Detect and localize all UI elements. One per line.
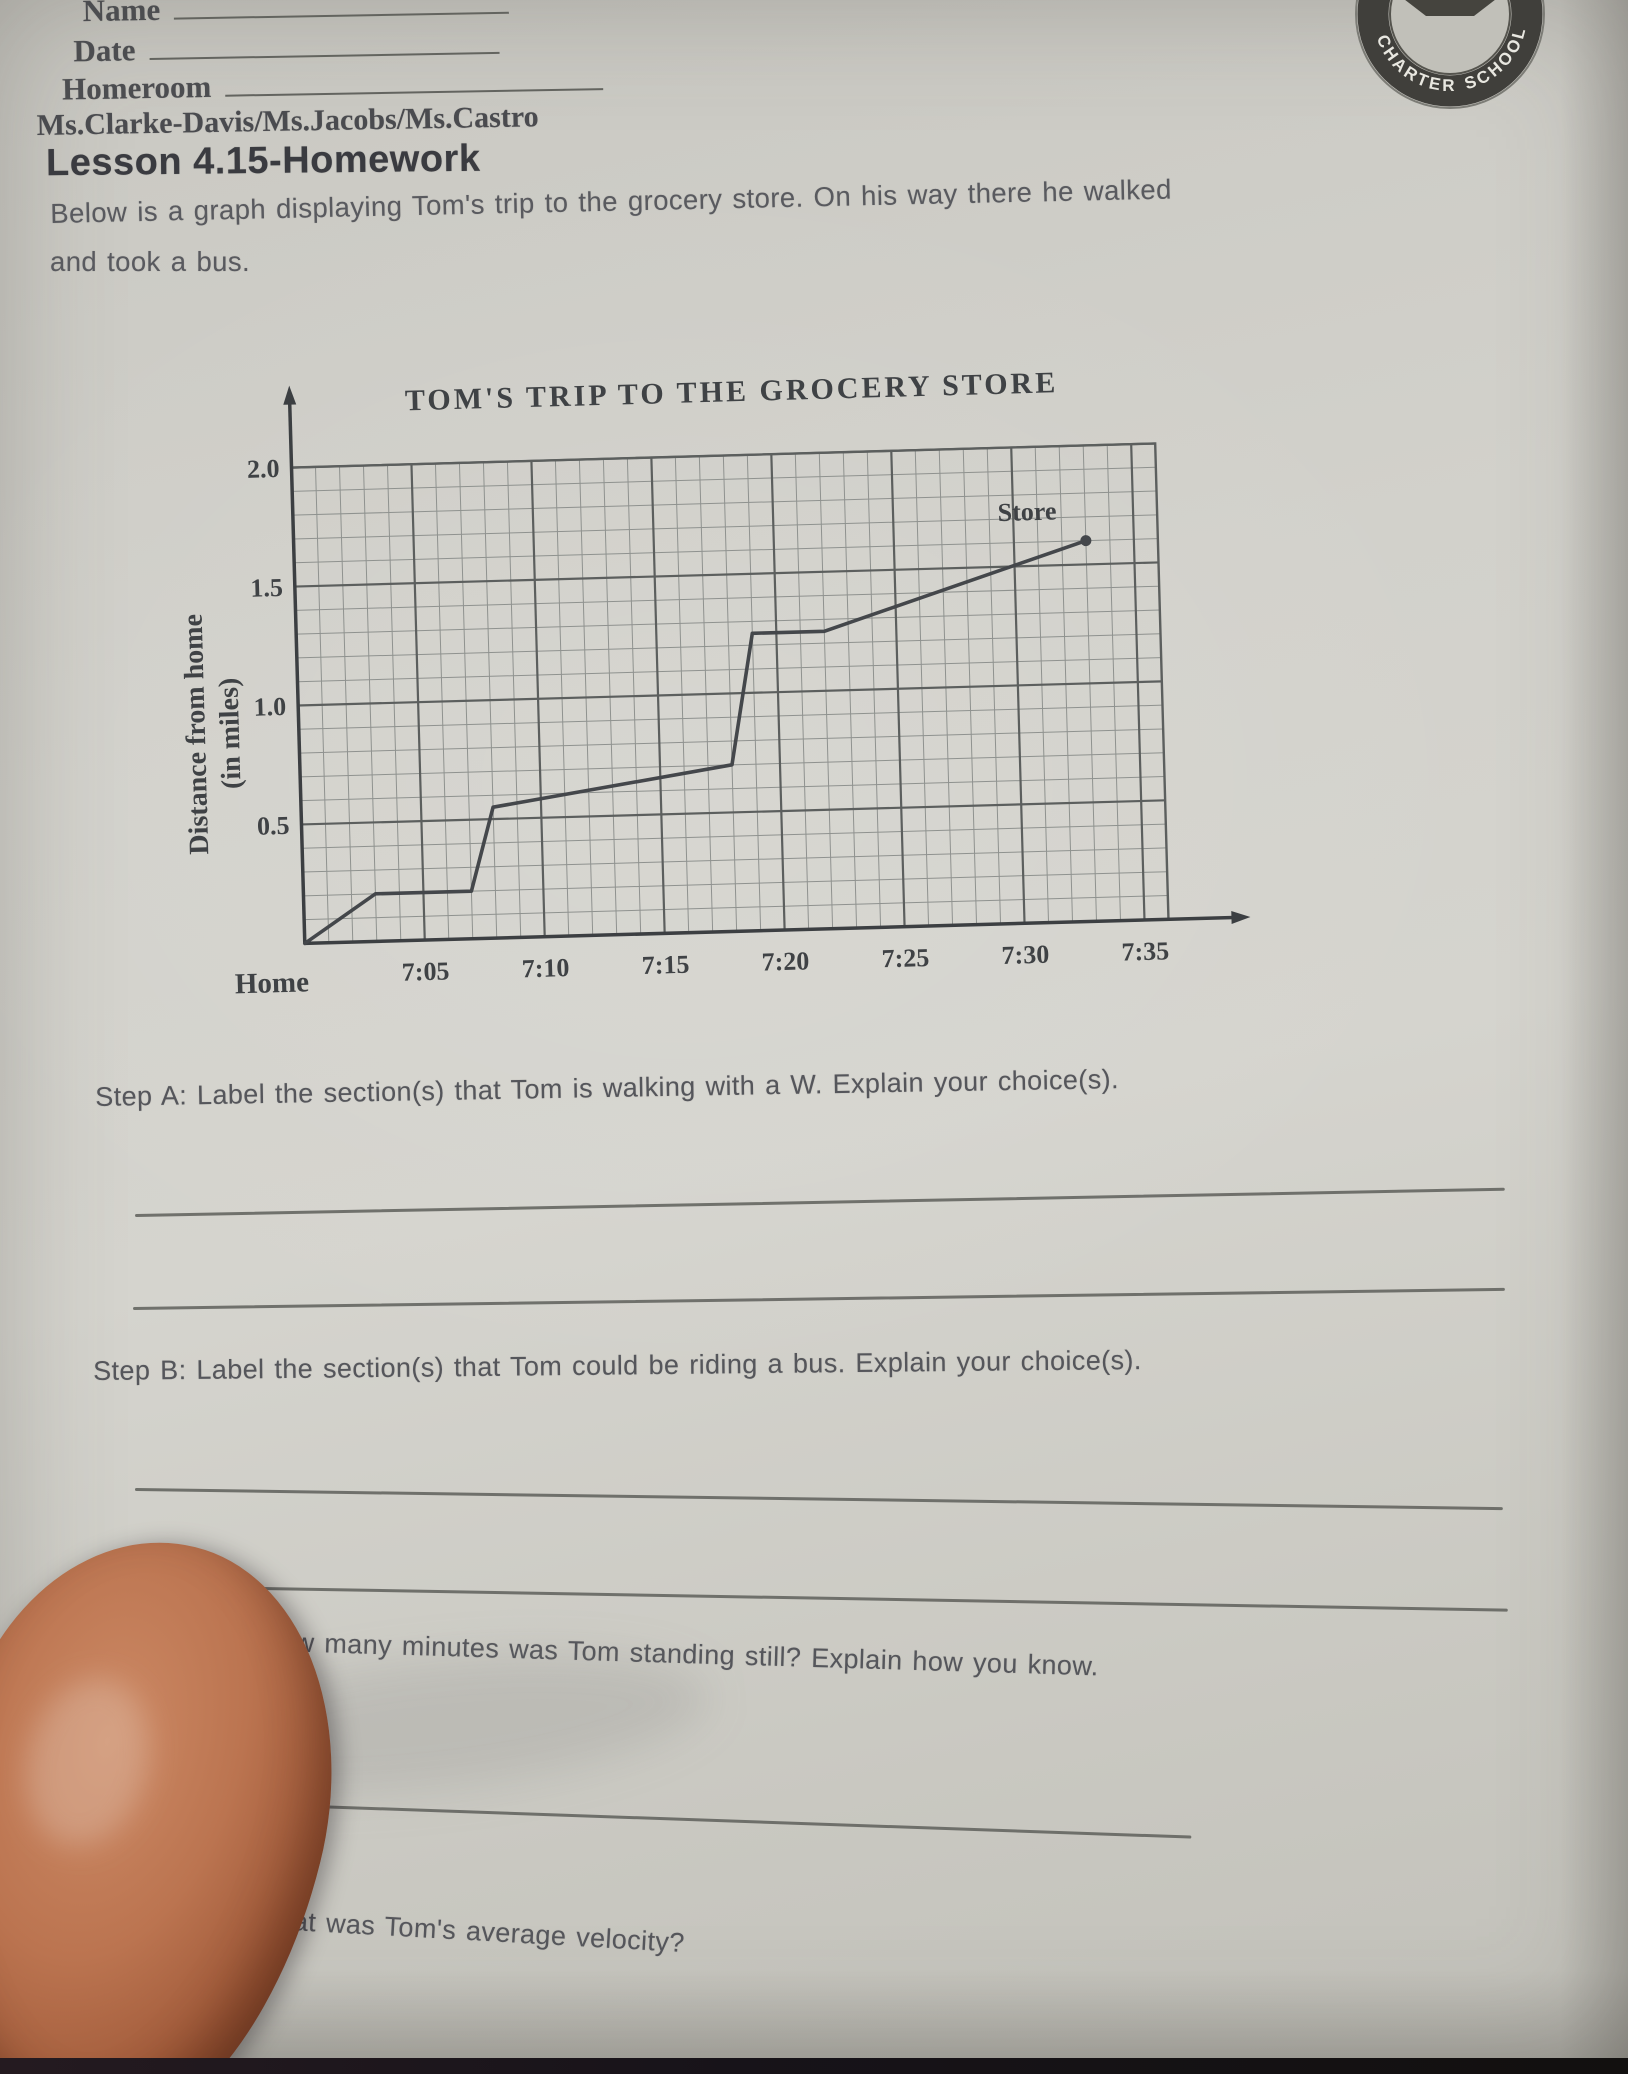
seal-inner-circle <box>1389 0 1511 75</box>
homeroom-label: Homeroom <box>61 68 212 107</box>
x-tick-label: 7:30 <box>1001 940 1049 970</box>
x-axis <box>304 915 1239 946</box>
y-axis <box>287 401 307 944</box>
name-label: Name <box>82 0 161 29</box>
x-tick-label: 7:20 <box>761 946 809 976</box>
x-tick-label: 7:35 <box>1121 936 1169 966</box>
lesson-title: Lesson 4.15-Homework <box>45 137 481 185</box>
eagle-icon <box>1405 0 1495 16</box>
x-axis-arrow <box>1231 911 1251 925</box>
grid-major-h <box>301 799 1166 826</box>
seal-ring-band <box>1357 0 1543 107</box>
y-tick-label: 1.0 <box>253 692 286 722</box>
y-tick-label: 1.5 <box>250 573 283 603</box>
x-tick-label: 7:10 <box>521 953 569 983</box>
x-tick-label: 7:25 <box>881 943 929 973</box>
y-axis-arrow <box>283 385 297 405</box>
table-background-edge <box>0 2058 1628 2074</box>
y-axis-label-line2: (in miles) <box>213 677 247 789</box>
y-tick-label: 0.5 <box>257 811 290 841</box>
intro-text-line2: and took a bus. <box>50 246 251 277</box>
chart-title: TOM'S TRIP TO THE GROCERY STORE <box>404 366 1058 417</box>
charter-school-seal-logo: CHARTER SCHOOL <box>1355 0 1545 109</box>
y-tick-label: 2.0 <box>247 454 280 484</box>
date-blank-line <box>149 21 500 61</box>
trip-graph: TOM'S TRIP TO THE GROCERY STORE Distance … <box>178 366 1251 1000</box>
y-axis-label-line1: Distance from home <box>178 614 216 855</box>
store-endpoint-dot <box>1080 535 1092 547</box>
trip-data-line <box>303 538 1088 946</box>
x-tick-label: 7:15 <box>641 950 689 980</box>
home-label: Home <box>234 966 309 1000</box>
name-blank-line <box>173 0 510 20</box>
grid-major-h <box>298 680 1162 707</box>
x-tick-label: 7:05 <box>401 956 449 986</box>
homeroom-blank-line <box>224 58 604 97</box>
store-label: Store <box>997 496 1057 527</box>
date-label: Date <box>73 32 136 69</box>
